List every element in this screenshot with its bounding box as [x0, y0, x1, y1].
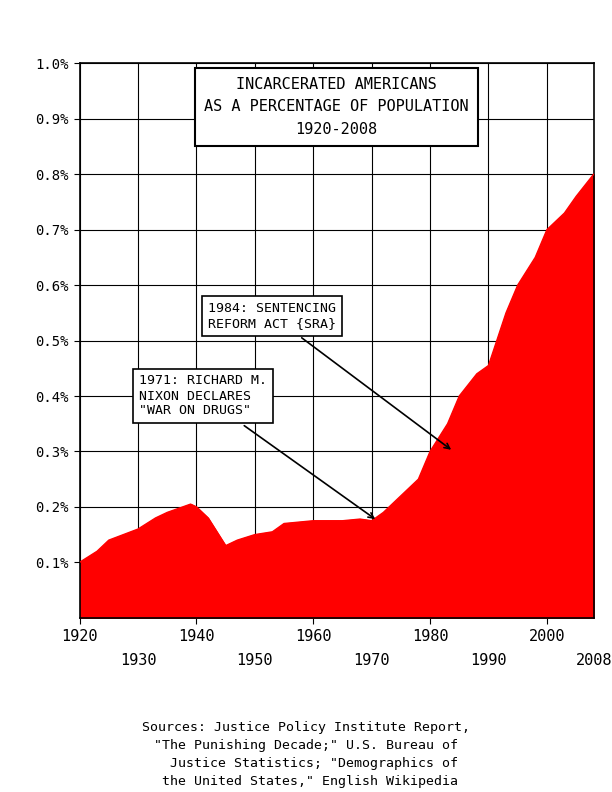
Text: 1950: 1950 — [237, 653, 273, 668]
Text: 1970: 1970 — [353, 653, 390, 668]
Text: 1971: RICHARD M.
NIXON DECLARES
"WAR ON DRUGS": 1971: RICHARD M. NIXON DECLARES "WAR ON … — [139, 375, 374, 518]
Text: 1930: 1930 — [120, 653, 156, 668]
Text: 1984: SENTENCING
REFORM ACT {SRA}: 1984: SENTENCING REFORM ACT {SRA} — [208, 302, 450, 448]
Text: 1990: 1990 — [470, 653, 507, 668]
Text: Sources: Justice Policy Institute Report,
"The Punishing Decade;" U.S. Bureau of: Sources: Justice Policy Institute Report… — [142, 721, 470, 788]
Text: 2008: 2008 — [575, 653, 612, 668]
Text: INCARCERATED AMERICANS
AS A PERCENTAGE OF POPULATION
1920-2008: INCARCERATED AMERICANS AS A PERCENTAGE O… — [204, 77, 469, 136]
